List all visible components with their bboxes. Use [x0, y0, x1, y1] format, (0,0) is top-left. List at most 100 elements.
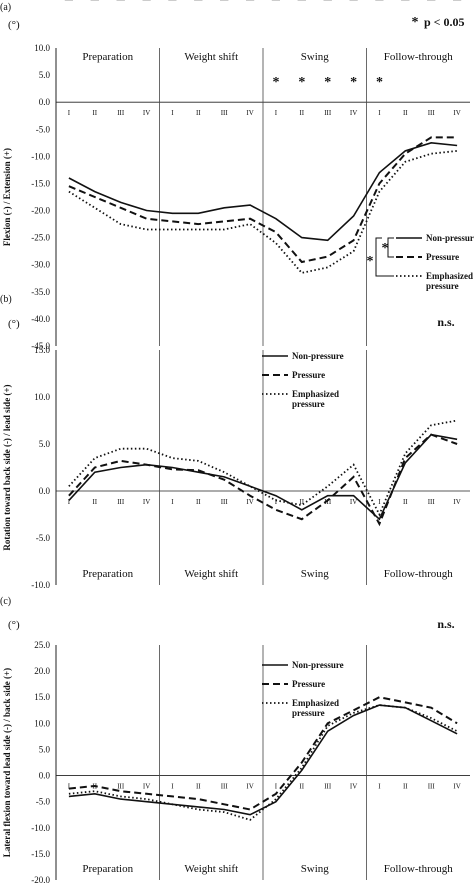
- panel-2-label: (b): [0, 294, 12, 305]
- panel-2-series-dashed: [68, 433, 458, 527]
- panel-1-y-tick-label: 10.0: [34, 43, 50, 53]
- panel-1-bracket-star: *: [382, 241, 389, 256]
- panel-1-x-tick-label: I: [68, 109, 71, 117]
- panel-2-x-tick-label: II: [299, 498, 304, 506]
- panel-1-series-dashed: [68, 136, 458, 264]
- panel-3-phase-label: Swing: [301, 863, 330, 875]
- panel-2-x-tick-label: II: [92, 498, 97, 506]
- panel-1-bracket-inner: [387, 237, 394, 258]
- panel-1-bracket-star: *: [367, 254, 374, 269]
- panel-2-legend-label: pressure: [292, 399, 325, 409]
- panel-3-y-tick-label: -10.0: [31, 823, 50, 833]
- panel-2-x-tick-label: II: [403, 498, 408, 506]
- panel-3-legend-label: Pressure: [292, 679, 325, 689]
- panel-3-phase-label: Weight shift: [184, 863, 238, 875]
- panel-1-y-tick-label: -35.0: [31, 287, 50, 297]
- panel-2-x-tick-label: III: [117, 498, 125, 506]
- panel-3-x-tick-label: II: [299, 783, 304, 791]
- panel-2-legend-label: Emphasized: [292, 389, 339, 399]
- panel-1-legend-label: Pressure: [426, 252, 459, 262]
- panel-3-y-tick-label: 10.0: [34, 718, 50, 728]
- panel-1-x-tick-label: IV: [143, 109, 150, 117]
- panel-1-legend-label: Non-pressure: [426, 233, 474, 243]
- panel-3-y-tick-label: 5.0: [39, 744, 51, 754]
- panel-1-x-tick-label: III: [117, 109, 125, 117]
- panel-1-y-tick-label: -40.0: [31, 314, 50, 324]
- panel-2-x-tick-label: IV: [143, 498, 150, 506]
- panel-2-y-tick-label: -10.0: [31, 580, 50, 590]
- panel-2-x-tick-label: IV: [350, 498, 357, 506]
- panel-2-x-tick-label: IV: [246, 498, 253, 506]
- panel-3-legend-label: pressure: [292, 708, 325, 718]
- panel-2-legend-label: Non-pressure: [292, 351, 344, 361]
- panel-2-x-tick-label: III: [428, 498, 436, 506]
- panel-1-legend-label: pressure: [426, 281, 459, 291]
- panel-2-series-solid: [68, 433, 458, 521]
- panel-3-x-tick-label: III: [428, 783, 436, 791]
- panel-3-x-tick-label: IV: [350, 783, 357, 791]
- panel-1-point-star: *: [376, 75, 383, 90]
- panel-3-x-tick-label: I: [171, 783, 174, 791]
- panel-1-sig-star: *: [412, 15, 419, 30]
- panel-3-legend-label: Non-pressure: [292, 660, 344, 670]
- panel-2-phase-label: Weight shift: [184, 568, 238, 580]
- panel-1-bracket-outer: [375, 237, 394, 277]
- panel-3-y-tick-label: -5.0: [36, 797, 51, 807]
- panel-1-point-star: *: [350, 75, 357, 90]
- panel-3-unit: (°): [8, 619, 20, 631]
- panel-3-phase-label: Preparation: [82, 863, 133, 875]
- panel-1-x-tick-label: I: [171, 109, 174, 117]
- panel-1-phase-label: Preparation: [82, 51, 133, 63]
- panel-2-unit: (°): [8, 318, 20, 330]
- panel-3-x-tick-label: I: [68, 783, 71, 791]
- panel-1-series-solid: [68, 141, 458, 242]
- panel-1-x-tick-label: IV: [350, 109, 357, 117]
- panel-1-legend-label: Emphasized: [426, 271, 473, 281]
- panel-1-significance: p < 0.05: [424, 15, 465, 29]
- panel-1-y-tick-label: 0.0: [39, 97, 51, 107]
- panel-1-x-tick-label: I: [275, 109, 278, 117]
- panel-1-y-tick-label: -25.0: [31, 233, 50, 243]
- panel-2-y-tick-label: 10.0: [34, 392, 50, 402]
- panel-1-x-tick-label: II: [403, 109, 408, 117]
- panel-3-y-tick-label: 15.0: [34, 692, 50, 702]
- panel-1-phase-label: Weight shift: [184, 51, 238, 63]
- panel-3-significance: n.s.: [437, 617, 454, 631]
- panel-2-phase-label: Preparation: [82, 568, 133, 580]
- panel-2-x-tick-label: I: [275, 498, 278, 506]
- panel-2-x-tick-label: I: [378, 498, 381, 506]
- panel-2-phase-label: Follow-through: [384, 568, 454, 580]
- panel-1-point-star: *: [324, 75, 331, 90]
- panel-1-label: (a): [0, 2, 11, 13]
- panel-3-x-tick-label: II: [196, 783, 201, 791]
- panel-1-x-tick-label: III: [324, 109, 332, 117]
- panel-1-y-tick-label: -10.0: [31, 151, 50, 161]
- panel-3-y-tick-label: -15.0: [31, 849, 50, 859]
- panel-2-x-tick-label: III: [324, 498, 332, 506]
- panel-1-x-tick-label: II: [92, 109, 97, 117]
- panel-3-series-dashed: [68, 696, 458, 811]
- panel-2-x-tick-label: I: [68, 498, 71, 506]
- panel-1-x-tick-label: I: [378, 109, 381, 117]
- panel-1-y-tick-label: -15.0: [31, 178, 50, 188]
- panel-1-y-tick-label: -20.0: [31, 206, 50, 216]
- panel-3-x-tick-label: I: [275, 783, 278, 791]
- panel-1-x-tick-label: III: [428, 109, 436, 117]
- panel-3-label: (c): [0, 596, 11, 607]
- panel-3-legend-label: Emphasized: [292, 698, 339, 708]
- panel-2-significance: n.s.: [437, 315, 454, 329]
- panel-3-x-tick-label: III: [221, 783, 229, 791]
- panel-2-x-tick-label: IV: [453, 498, 460, 506]
- panel-2-y-tick-label: -5.0: [36, 533, 51, 543]
- panel-2-y-tick-label: 15.0: [34, 345, 50, 355]
- panel-3-y-tick-label: 25.0: [34, 640, 50, 650]
- panel-1-x-tick-label: III: [221, 109, 229, 117]
- panel-1-phase-label: Follow-through: [384, 51, 454, 63]
- panel-1-point-star: *: [272, 75, 279, 90]
- panel-1-unit: (°): [8, 19, 20, 31]
- panel-1-y-tick-label: -45.0: [31, 341, 50, 351]
- panel-2-x-tick-label: II: [196, 498, 201, 506]
- panel-2-y-axis-label: Rotation toward back side (-) / lead sid…: [2, 384, 12, 550]
- panel-3-x-tick-label: I: [378, 783, 381, 791]
- panel-2-legend-label: Pressure: [292, 370, 325, 380]
